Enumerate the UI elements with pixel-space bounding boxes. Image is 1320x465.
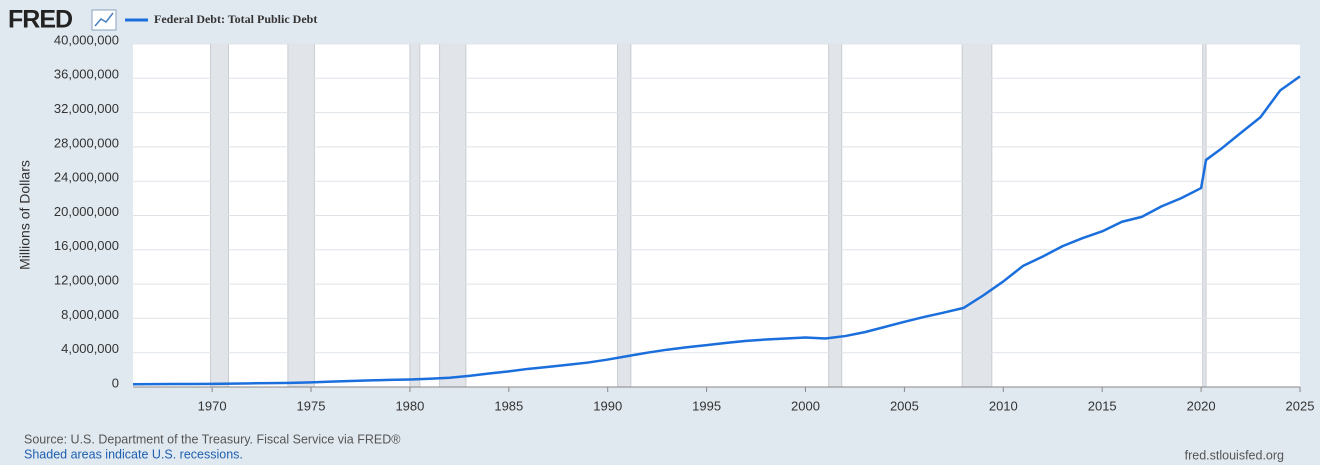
y-tick-label: 0 [112,375,119,390]
x-tick-label: 1985 [494,398,523,413]
y-tick-label: 4,000,000 [61,341,119,356]
y-tick-label: 36,000,000 [54,67,119,82]
y-tick-label: 20,000,000 [54,204,119,219]
source: Source: U.S. Department of the Treasury.… [24,432,401,446]
note[interactable]: Shaded areas indicate U.S. recessions. [24,447,243,461]
x-tick-label: 1980 [395,398,424,413]
x-tick-label: 1975 [297,398,326,413]
x-tick-label: 2020 [1187,398,1216,413]
y-tick-label: 40,000,000 [54,32,119,47]
y-tick-label: 24,000,000 [54,170,119,185]
y-tick-label: 28,000,000 [54,135,119,150]
logo-icon [91,9,117,31]
url[interactable]: fred.stlouisfed.org [1185,448,1284,462]
x-tick-label: 1970 [198,398,227,413]
series-line [132,75,1301,386]
y-tick-label: 16,000,000 [54,238,119,253]
x-tick-label: 2025 [1286,398,1315,413]
logo: FRED [8,6,72,34]
y-axis-label: Millions of Dollars [17,160,33,270]
y-tick-label: 32,000,000 [54,101,119,116]
x-tick-label: 2010 [989,398,1018,413]
x-tick-label: 1995 [692,398,721,413]
x-tick-label: 2005 [890,398,919,413]
x-tick-label: 2015 [1088,398,1117,413]
x-tick-label: 1990 [593,398,622,413]
legend-label: Federal Debt: Total Public Debt [154,12,317,26]
y-tick-label: 12,000,000 [54,273,119,288]
x-tick-label: 2000 [791,398,820,413]
y-tick-label: 8,000,000 [61,307,119,322]
